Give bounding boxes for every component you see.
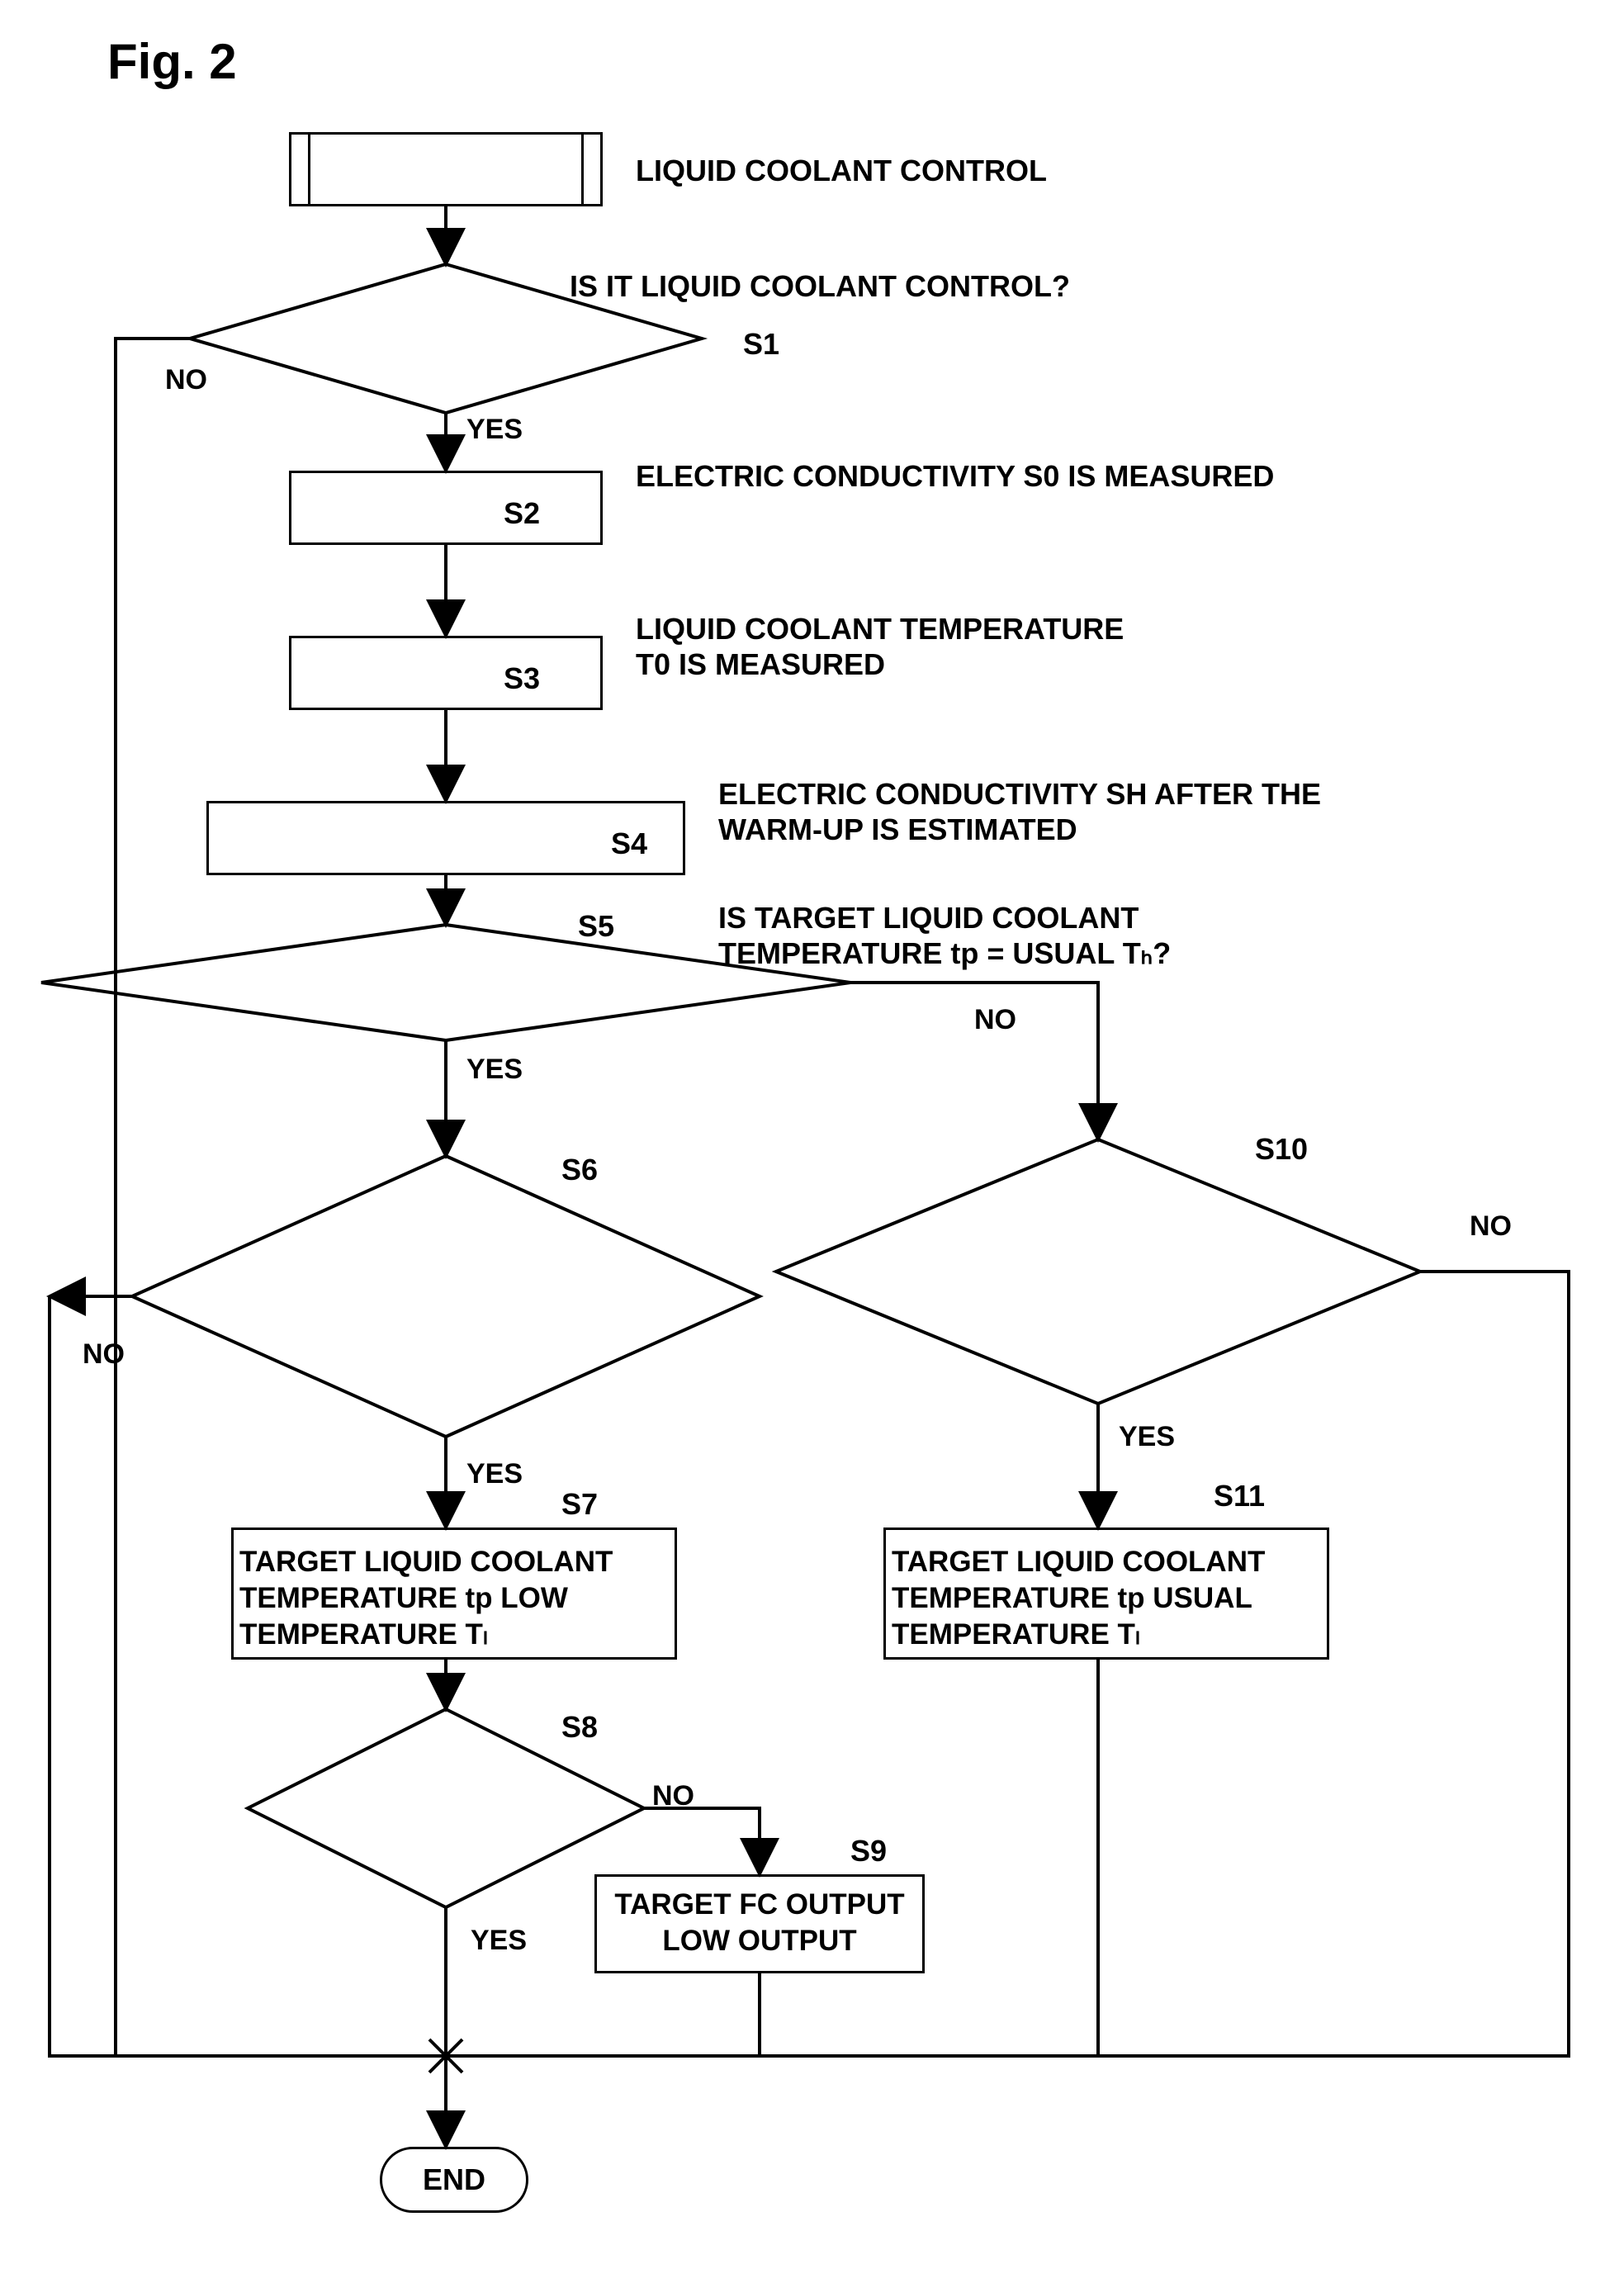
s5-question: IS TARGET LIQUID COOLANT TEMPERATURE tp …	[718, 900, 1171, 971]
s10-no: NO	[1470, 1210, 1512, 1243]
s8-no: NO	[652, 1779, 694, 1813]
s8-question: IS COOLING POSSIBLE?	[347, 1779, 561, 1850]
s5-no: NO	[974, 1003, 1016, 1037]
s10-yes: YES	[1119, 1420, 1175, 1454]
s6-yes: YES	[466, 1457, 523, 1491]
s10-id: S10	[1255, 1131, 1308, 1167]
start-label: LIQUID COOLANT CONTROL	[636, 153, 1047, 188]
start-terminator	[289, 132, 603, 206]
s4-id: S4	[611, 826, 647, 861]
s4-label: ELECTRIC CONDUCTIVITY SH AFTER THE WARM-…	[718, 776, 1321, 847]
flowchart-canvas: Fig. 2 LIQUID COOLANT CONTROL IS IT LIQU…	[0, 0, 1624, 2283]
s10-question: ESTIMATED ELECTRIC CONDUCTIVITY Sₕ ≦ UPP…	[896, 1214, 1309, 1319]
s9-id: S9	[850, 1833, 887, 1869]
s2-id: S2	[504, 495, 540, 531]
figure-title: Fig. 2	[107, 33, 237, 90]
s11-label: TARGET LIQUID COOLANT TEMPERATURE tp USU…	[892, 1544, 1321, 1652]
s8-yes: YES	[471, 1924, 527, 1958]
s8-id: S8	[561, 1709, 598, 1745]
s1-id: S1	[743, 326, 779, 362]
s6-question: ESTIMATED ELECTRIC CONDUCTIVITY Sₕ > UPP…	[248, 1230, 660, 1336]
s6-id: S6	[561, 1152, 598, 1187]
end-terminator: END	[380, 2147, 528, 2213]
s6-no: NO	[83, 1338, 125, 1371]
s5-id: S5	[578, 908, 614, 944]
s1-no: NO	[165, 363, 207, 397]
s7-id: S7	[561, 1486, 598, 1522]
s2-label: ELECTRIC CONDUCTIVITY S0 IS MEASURED	[636, 458, 1274, 494]
s7-label: TARGET LIQUID COOLANT TEMPERATURE tp LOW…	[239, 1544, 669, 1652]
s1-yes: YES	[466, 413, 523, 447]
s11-id: S11	[1214, 1478, 1265, 1513]
s9-label: TARGET FC OUTPUT LOW OUTPUT	[603, 1887, 916, 1959]
s1-question: IS IT LIQUID COOLANT CONTROL?	[570, 268, 1070, 304]
s3-process	[289, 636, 603, 710]
s3-id: S3	[504, 661, 540, 696]
s2-process	[289, 471, 603, 545]
s3-label: LIQUID COOLANT TEMPERATURE T0 IS MEASURE…	[636, 611, 1124, 682]
s5-yes: YES	[466, 1053, 523, 1087]
